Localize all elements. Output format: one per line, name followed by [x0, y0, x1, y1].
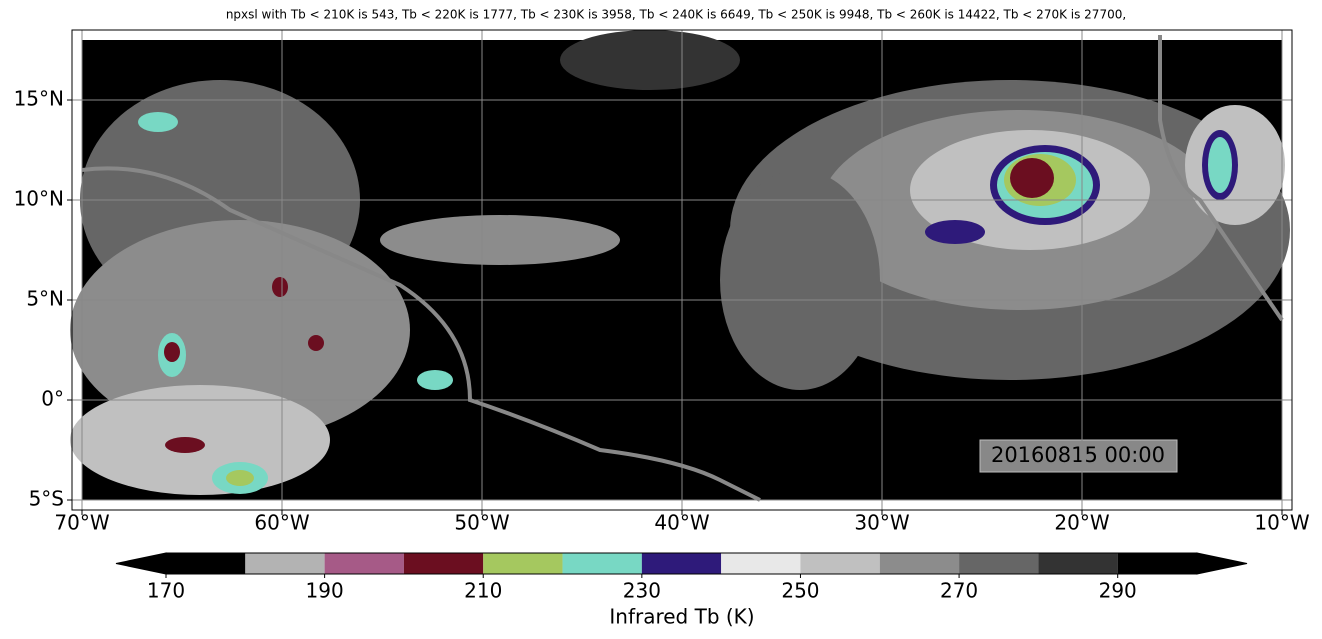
colorbar-segment [721, 553, 801, 574]
colorbar-segment [641, 553, 722, 574]
colorbar-segment [483, 553, 563, 574]
timestamp: 20160815 00:00 [991, 443, 1165, 467]
colorbar-segment [245, 553, 325, 574]
colorbar-tick-label: 230 [623, 579, 661, 603]
timestamp-box [979, 439, 1178, 473]
cloud-field [70, 30, 1290, 495]
x-tick-label: 70°W [54, 511, 109, 535]
colorbar-segment [879, 553, 960, 574]
x-tick-label: 60°W [254, 511, 309, 535]
colorbar-extend-min [115, 552, 167, 575]
y-tick-label: 5°S [29, 487, 64, 511]
colorbar-segment [562, 553, 642, 574]
colorbar-segment [800, 553, 880, 574]
colorbar-tick-label: 170 [147, 579, 185, 603]
y-tick-label: 5°N [26, 287, 64, 311]
colorbar-label: Infrared Tb (K) [609, 605, 754, 629]
x-tick-label: 10°W [1254, 511, 1309, 535]
colorbar-tick-label: 210 [464, 579, 502, 603]
colorbar-tick-label: 250 [781, 579, 819, 603]
colorbar-tick-label: 270 [940, 579, 978, 603]
y-tick-label: 0° [41, 387, 64, 411]
colorbar-segment [403, 553, 484, 574]
title: npxsl with Tb < 210K is 543, Tb < 220K i… [226, 8, 1126, 22]
y-tick-label: 10°N [14, 187, 64, 211]
coastline [81, 166, 761, 502]
colorbar-frame [165, 552, 1198, 575]
x-tick-label: 40°W [654, 511, 709, 535]
colorbar-segment [1038, 553, 1118, 574]
coastline [1158, 35, 1284, 322]
x-tick-label: 50°W [454, 511, 509, 535]
colorbar-segment [1117, 553, 1197, 574]
y-tick-label: 15°N [14, 87, 64, 111]
x-tick-label: 30°W [854, 511, 909, 535]
map: 20160815 00:00 [70, 29, 1293, 511]
colorbar-tick-label: 290 [1099, 579, 1137, 603]
colorbar-segment [166, 553, 246, 574]
colorbar-tick-label: 190 [306, 579, 344, 603]
x-tick-label: 20°W [1054, 511, 1109, 535]
colorbar-extend-max [1196, 552, 1248, 575]
colorbar-segment [959, 553, 1039, 574]
colorbar-segment [324, 553, 404, 574]
